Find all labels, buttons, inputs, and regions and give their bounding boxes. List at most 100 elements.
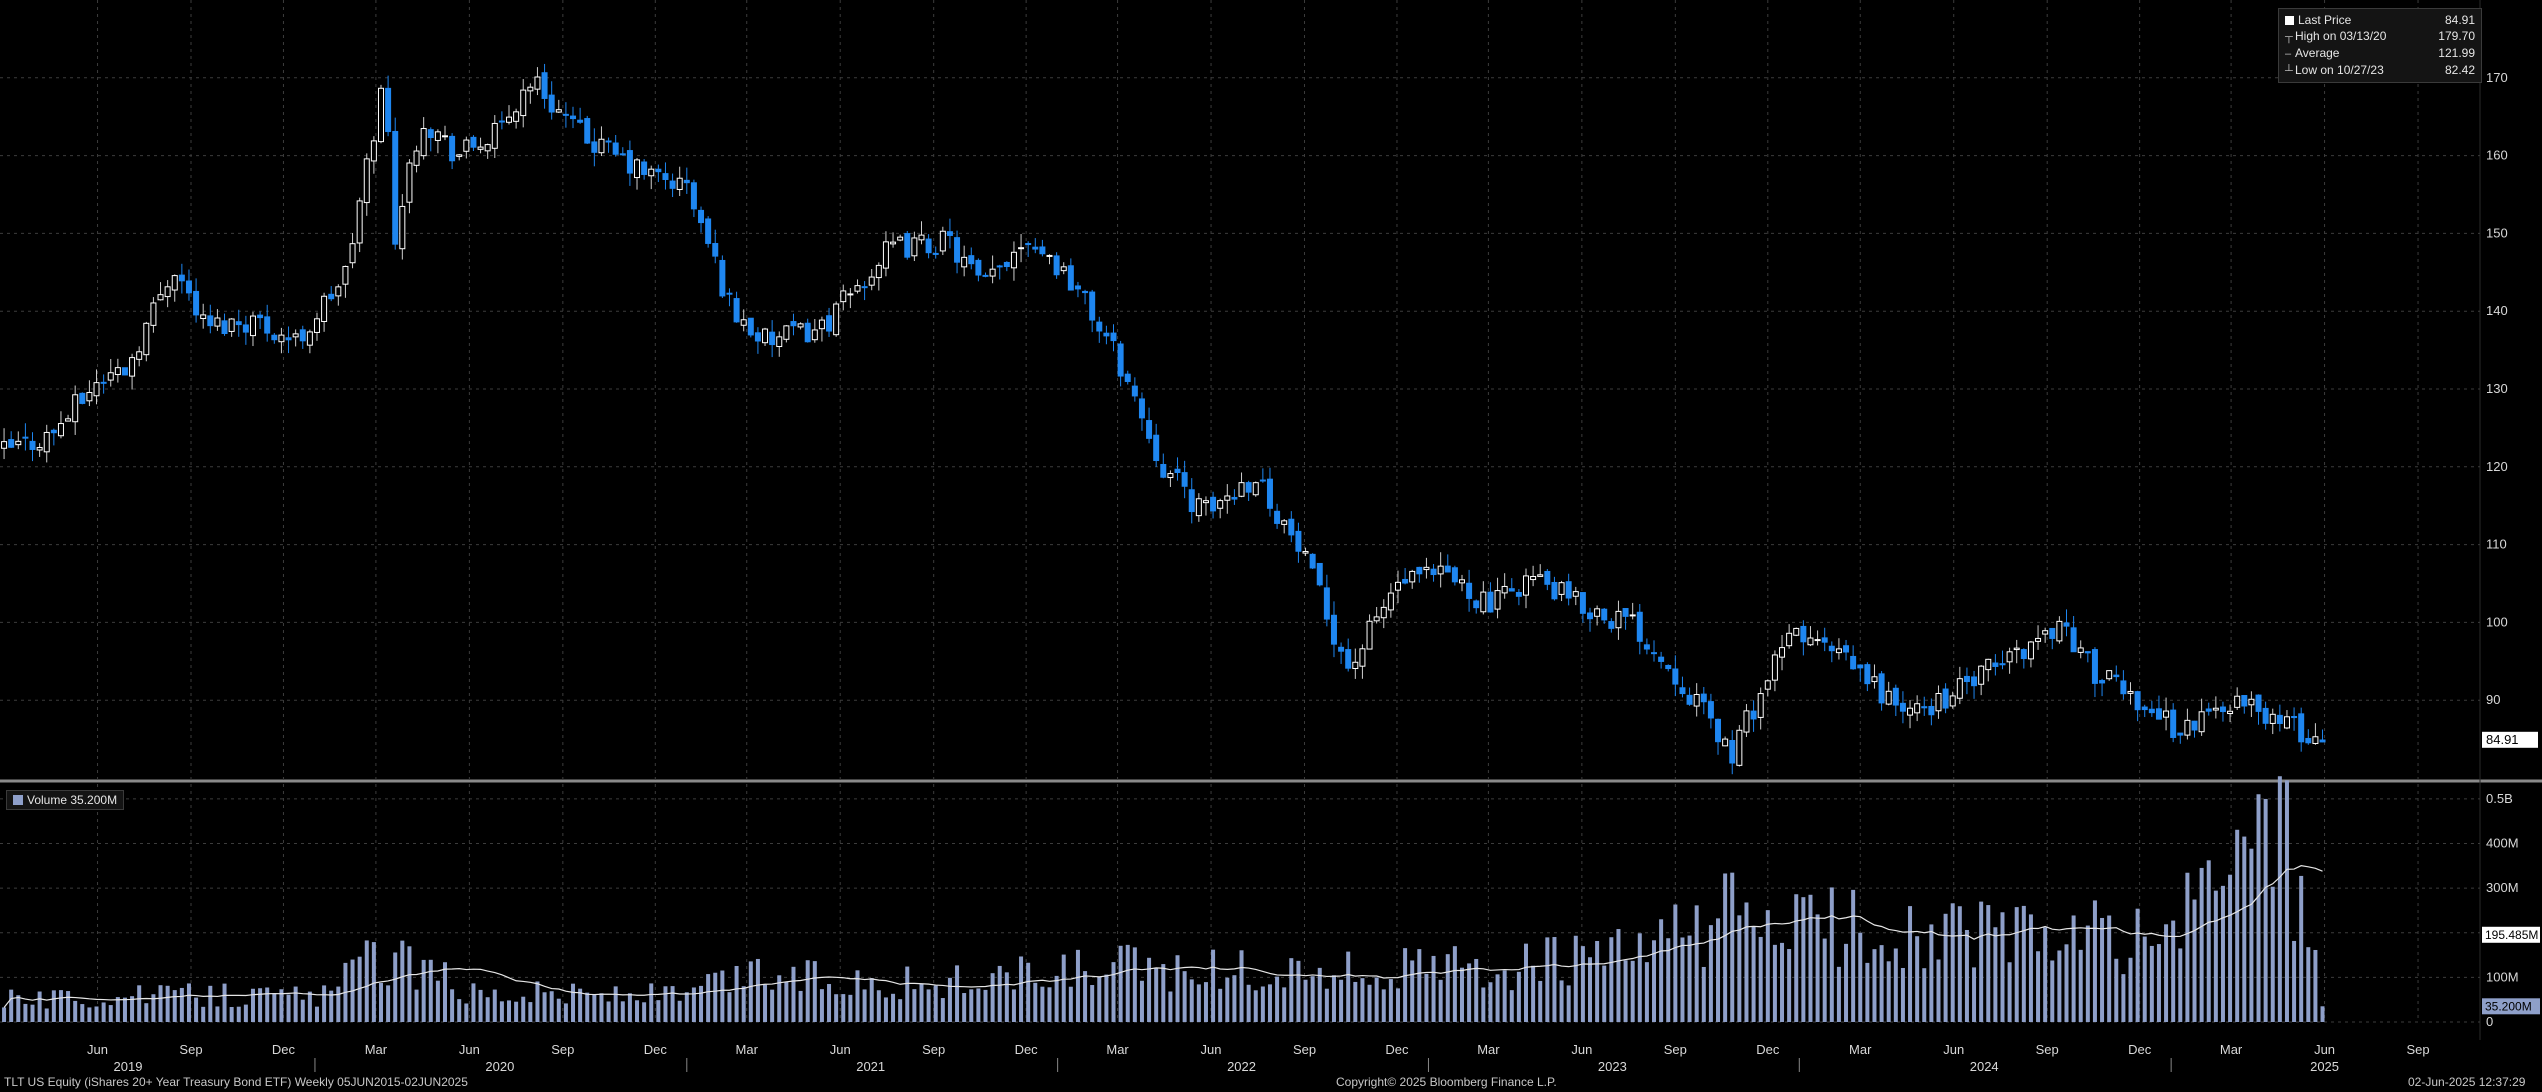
up-candle <box>648 168 655 177</box>
down-candle <box>470 136 477 148</box>
down-candle <box>328 293 335 300</box>
volume-bar <box>2249 848 2254 1022</box>
down-candle <box>264 316 271 334</box>
up-candle <box>1807 637 1814 646</box>
down-candle <box>548 94 555 113</box>
up-candle <box>65 418 72 422</box>
down-candle <box>1259 479 1266 482</box>
volume-bar <box>1566 985 1571 1022</box>
up-candle <box>36 447 43 451</box>
up-candle <box>2248 698 2255 706</box>
up-candle <box>676 177 683 190</box>
down-candle <box>726 292 733 295</box>
up-candle <box>1949 695 1956 707</box>
volume-bar <box>194 997 199 1022</box>
volume-bar <box>571 983 576 1022</box>
volume-bar <box>1047 987 1052 1022</box>
up-candle <box>2184 719 2191 736</box>
volume-bar <box>1246 984 1251 1022</box>
volume-bar <box>400 940 405 1022</box>
volume-bar <box>1289 958 1294 1022</box>
volume-bar <box>1844 943 1849 1022</box>
down-candle <box>1643 644 1650 650</box>
volume-bar <box>2007 962 2012 1022</box>
volume-bar <box>1026 962 1031 1022</box>
year-tick-label: 2019 <box>114 1059 143 1074</box>
volume-bar <box>983 989 988 1022</box>
down-candle <box>2255 694 2262 712</box>
volume-bar <box>1765 910 1770 1022</box>
volume-bar <box>2071 915 2076 1022</box>
volume-bar <box>172 990 177 1022</box>
up-candle <box>882 241 889 269</box>
volume-bar <box>592 994 597 1022</box>
down-candle <box>1067 265 1074 291</box>
down-candle <box>2241 695 2248 707</box>
down-candle <box>968 255 975 265</box>
volume-bar <box>208 985 213 1022</box>
down-candle <box>1921 706 1928 709</box>
volume-bar <box>2085 925 2090 1022</box>
volume-bar <box>2270 886 2275 1022</box>
volume-bar <box>528 1002 533 1022</box>
down-candle <box>1323 587 1330 620</box>
month-tick-label: Sep <box>2406 1042 2429 1057</box>
down-candle <box>641 161 648 175</box>
up-candle <box>1423 566 1430 571</box>
volume-bar <box>1132 947 1137 1022</box>
down-candle <box>1544 570 1551 585</box>
volume-bar <box>1040 986 1045 1022</box>
volume-bar <box>763 984 768 1022</box>
down-candle <box>605 140 612 143</box>
volume-bar <box>300 999 305 1022</box>
volume-bar <box>869 978 874 1022</box>
up-candle <box>2198 711 2205 733</box>
low-value: 82.42 <box>2444 63 2475 77</box>
volume-bar <box>1075 949 1080 1022</box>
volume-bar <box>1900 967 1905 1022</box>
volume-bar <box>1879 945 1884 1022</box>
volume-bar <box>1097 976 1102 1022</box>
volume-bar <box>1339 979 1344 1022</box>
up-candle <box>1018 247 1025 250</box>
up-candle <box>776 336 783 348</box>
down-candle <box>1843 645 1850 653</box>
volume-bar <box>1296 960 1301 1022</box>
volume-bar <box>2043 927 2048 1022</box>
up-candle <box>506 116 513 123</box>
volume-bar <box>2128 957 2133 1022</box>
down-candle <box>591 141 598 153</box>
month-tick-label: Jun <box>830 1042 851 1057</box>
volume-bar <box>286 994 291 1022</box>
down-candle <box>1579 592 1586 614</box>
volume-bar <box>1011 989 1016 1022</box>
volume-bar <box>962 993 967 1022</box>
down-candle <box>1345 649 1352 669</box>
up-candle <box>420 128 427 157</box>
down-candle <box>790 321 797 327</box>
up-candle <box>2269 713 2276 724</box>
up-candle <box>854 285 861 292</box>
down-candle <box>193 290 200 316</box>
volume-bar <box>699 985 704 1022</box>
down-candle <box>2099 680 2106 684</box>
month-tick-label: Jun <box>2314 1042 2335 1057</box>
down-candle <box>185 280 192 294</box>
volume-bar <box>1310 976 1315 1022</box>
volume-bar <box>741 986 746 1022</box>
down-candle <box>2141 706 2148 711</box>
down-candle <box>2134 691 2141 711</box>
volume-bar <box>855 970 860 1022</box>
volume-bar <box>2000 912 2005 1022</box>
volume-bar <box>876 990 881 1022</box>
volume-bar <box>243 1004 248 1022</box>
up-candle <box>1885 690 1892 705</box>
month-tick-label: Dec <box>272 1042 296 1057</box>
up-candle <box>214 317 221 327</box>
volume-bar <box>1211 949 1216 1022</box>
down-candle <box>1174 468 1181 474</box>
down-candle <box>1003 261 1010 268</box>
volume-bar <box>1516 971 1521 1022</box>
volume-bar <box>940 998 945 1022</box>
volume-bar <box>933 985 938 1022</box>
